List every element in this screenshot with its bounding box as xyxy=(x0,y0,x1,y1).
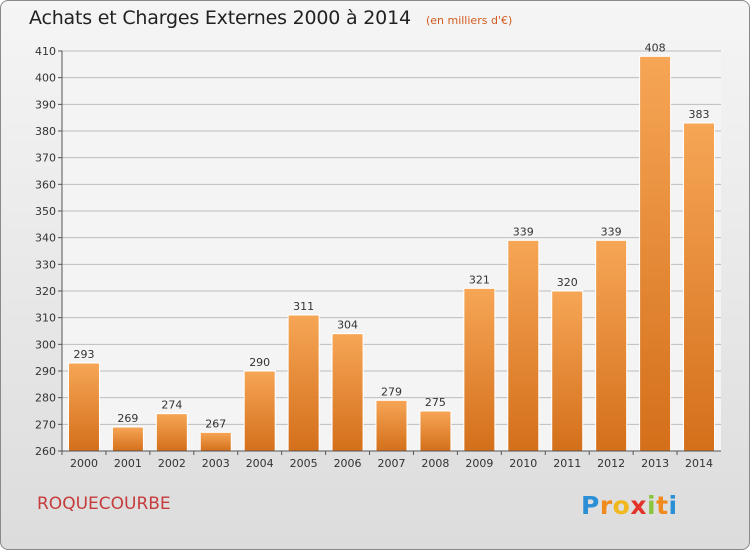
logo-letter: x xyxy=(630,491,647,520)
x-tick-label: 2001 xyxy=(114,457,142,470)
y-tick-label: 400 xyxy=(35,72,56,85)
x-tick-label: 2005 xyxy=(290,457,318,470)
data-label: 275 xyxy=(425,396,446,409)
bar-2010 xyxy=(507,239,540,452)
x-tick-label: 2012 xyxy=(597,457,625,470)
commune-name: ROQUECOURBE xyxy=(37,494,171,514)
x-tick-label: 2013 xyxy=(641,457,669,470)
title-row: Achats et Charges Externes 2000 à 2014 (… xyxy=(29,7,512,29)
bar-2013 xyxy=(639,55,672,452)
y-tick-label: 390 xyxy=(35,98,56,111)
y-tick-label: 270 xyxy=(35,418,56,431)
logo-letter: o xyxy=(612,491,631,520)
data-label: 293 xyxy=(73,348,94,361)
x-tick-label: 2010 xyxy=(509,457,537,470)
x-tick-label: 2009 xyxy=(465,457,493,470)
y-tick-label: 290 xyxy=(35,365,56,378)
y-tick-label: 370 xyxy=(35,152,56,165)
x-tick-label: 2000 xyxy=(70,457,98,470)
logo-letter: r xyxy=(599,491,613,520)
data-label: 321 xyxy=(469,273,490,286)
bar-2012 xyxy=(595,239,628,452)
logo-letter: P xyxy=(581,491,600,520)
x-tick-label: 2002 xyxy=(158,457,186,470)
bar-2007 xyxy=(375,399,408,452)
data-label: 339 xyxy=(513,225,534,238)
x-tick-label: 2008 xyxy=(421,457,449,470)
y-tick-label: 310 xyxy=(35,312,56,325)
chart-title: Achats et Charges Externes 2000 à 2014 xyxy=(29,7,411,29)
bar-2009 xyxy=(463,287,496,452)
y-tick-label: 410 xyxy=(35,45,56,58)
bar-2004 xyxy=(243,370,276,452)
y-tick-label: 360 xyxy=(35,178,56,191)
data-label: 290 xyxy=(249,356,270,369)
data-label: 320 xyxy=(557,276,578,289)
bar-2011 xyxy=(551,290,584,452)
bar-2001 xyxy=(111,426,144,452)
data-label: 267 xyxy=(205,417,226,430)
data-label: 274 xyxy=(161,399,182,412)
bar-2003 xyxy=(199,431,232,452)
bar-2014 xyxy=(683,122,716,452)
x-tick-label: 2006 xyxy=(334,457,362,470)
y-tick-label: 300 xyxy=(35,338,56,351)
y-tick-label: 320 xyxy=(35,285,56,298)
x-tick-label: 2007 xyxy=(378,457,406,470)
x-tick-label: 2011 xyxy=(553,457,581,470)
data-label: 408 xyxy=(645,41,666,54)
y-tick-label: 280 xyxy=(35,392,56,405)
logo-letter: t xyxy=(656,491,669,520)
bars xyxy=(67,55,716,452)
x-tick-label: 2003 xyxy=(202,457,230,470)
y-tick-label: 260 xyxy=(35,445,56,458)
y-axis-ticks: 260 270 280 290 300 310 320 330 340 350 360 370 380 3… xyxy=(35,45,62,458)
data-label: 311 xyxy=(293,300,314,313)
data-labels: 293 269 274 267 290 311 304 279 275 321 339 320 339 4… xyxy=(73,41,709,430)
data-label: 383 xyxy=(689,108,710,121)
y-tick-label: 350 xyxy=(35,205,56,218)
bar-2008 xyxy=(419,410,452,452)
data-label: 269 xyxy=(117,412,138,425)
y-tick-label: 380 xyxy=(35,125,56,138)
proxiti-logo: Proxiti xyxy=(581,491,678,520)
logo-letter: i xyxy=(668,491,678,520)
bar-2000 xyxy=(67,362,100,452)
bar-2005 xyxy=(287,314,320,452)
chart-unit: (en milliers d'€) xyxy=(425,14,513,27)
x-tick-label: 2004 xyxy=(246,457,274,470)
data-label: 339 xyxy=(601,225,622,238)
bar-2002 xyxy=(155,413,188,452)
bar-2006 xyxy=(331,333,364,452)
y-tick-label: 330 xyxy=(35,258,56,271)
data-label: 279 xyxy=(381,385,402,398)
logo-letter: i xyxy=(647,491,657,520)
data-label: 304 xyxy=(337,319,358,332)
y-tick-label: 340 xyxy=(35,232,56,245)
x-tick-label: 2014 xyxy=(685,457,713,470)
x-axis-ticks: 2000 2001 2002 2003 2004 2005 2006 2007 2008 2009… xyxy=(61,451,713,470)
